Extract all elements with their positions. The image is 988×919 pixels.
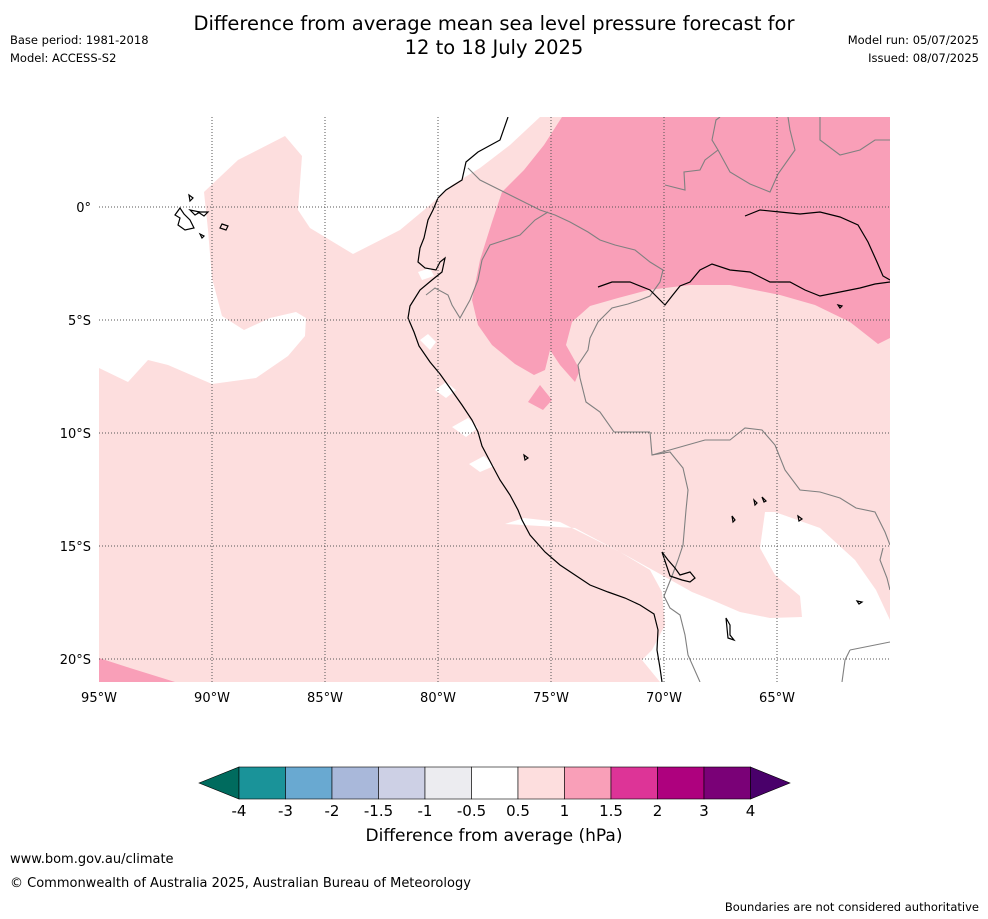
anomaly-band-near-zero-islet-3 xyxy=(452,418,478,437)
anomaly-band-near-zero-north xyxy=(99,117,540,384)
anomaly-band-near-zero-islet-4 xyxy=(469,456,494,472)
colorbar-tick: 1.5 xyxy=(599,802,623,820)
lat-label: 20°S xyxy=(60,653,91,668)
colorbar-segment xyxy=(657,766,705,800)
lon-label: 65°W xyxy=(759,691,795,706)
colorbar-tick: 1 xyxy=(560,802,570,820)
latitude-labels: 0° 5°S 10°S 15°S 20°S xyxy=(60,201,91,668)
coastlines xyxy=(174,117,890,682)
colorbar-tick: 4 xyxy=(746,802,756,820)
colorbar-tick: 0.5 xyxy=(506,802,530,820)
colorbar-tick: -2 xyxy=(325,802,340,820)
colorbar-extend-max xyxy=(750,766,791,800)
model-label: Model: ACCESS-S2 xyxy=(10,51,117,65)
colorbar-segment xyxy=(238,766,286,800)
lat-label: 15°S xyxy=(60,540,91,555)
colorbar-segment xyxy=(471,766,519,800)
lat-label: 0° xyxy=(76,201,91,216)
lon-label: 70°W xyxy=(646,691,682,706)
base-period-label: Base period: 1981-2018 xyxy=(10,33,149,47)
colorbar-extend-min xyxy=(198,766,240,800)
colorbar-segment xyxy=(703,766,751,800)
gridlines xyxy=(99,117,890,682)
colorbar-tick: -3 xyxy=(278,802,293,820)
lon-label: 85°W xyxy=(307,691,343,706)
colorbar-tick: -0.5 xyxy=(457,802,486,820)
lat-label: 10°S xyxy=(60,427,91,442)
colorbar-segment xyxy=(517,766,565,800)
footer-copyright: © Commonwealth of Australia 2025, Austra… xyxy=(10,876,471,891)
colorbar-tick: 3 xyxy=(699,802,709,820)
colorbar-segment xyxy=(424,766,472,800)
colorbar-segment xyxy=(285,766,333,800)
title-line-2: 12 to 18 July 2025 xyxy=(404,36,584,59)
anomaly-band-near-zero-islet-2 xyxy=(435,382,456,398)
issued-label: Issued: 08/07/2025 xyxy=(868,51,979,65)
lon-label: 75°W xyxy=(533,691,569,706)
anomaly-band-near-zero-islet-5 xyxy=(418,268,434,280)
lat-label: 5°S xyxy=(68,314,91,329)
colorbar: -4 -3 -2 -1.5 -1 -0.5 0.5 1 1.5 2 3 4 xyxy=(198,766,791,820)
meta-left: Base period: 1981-2018 Model: ACCESS-S2 xyxy=(10,31,149,67)
title-line-1: Difference from average mean sea level p… xyxy=(193,12,795,35)
lon-label: 95°W xyxy=(81,691,117,706)
colorbar-title: Difference from average (hPa) xyxy=(365,826,623,846)
map-title: Difference from average mean sea level p… xyxy=(0,12,988,60)
meta-right: Model run: 05/07/2025 Issued: 08/07/2025 xyxy=(848,31,979,67)
colorbar-tick-labels: -4 -3 -2 -1.5 -1 -0.5 0.5 1 1.5 2 3 4 xyxy=(232,802,756,820)
colorbar-segment xyxy=(564,766,612,800)
footer-url: www.bom.gov.au/climate xyxy=(10,852,174,867)
national-borders xyxy=(425,117,890,682)
colorbar-segment xyxy=(378,766,426,800)
map-panel: 95°W 90°W 85°W 80°W 75°W 70°W 65°W 0° 5°… xyxy=(60,117,890,706)
lon-label: 80°W xyxy=(420,691,456,706)
lon-label: 90°W xyxy=(194,691,230,706)
colorbar-tick: -4 xyxy=(232,802,247,820)
colorbar-tick: -1.5 xyxy=(364,802,393,820)
model-run-label: Model run: 05/07/2025 xyxy=(847,33,979,47)
colorbar-segment xyxy=(331,766,379,800)
anomaly-band-1-1.5-patch xyxy=(528,385,552,410)
anomaly-band-near-zero-islet-1 xyxy=(420,334,436,350)
anomaly-band-1-1.5-sw-corner xyxy=(99,658,175,682)
anomaly-band-1-1.5-north xyxy=(472,117,890,382)
footer-note: Boundaries are not considered authoritat… xyxy=(724,900,979,914)
colorbar-tick: -1 xyxy=(418,802,433,820)
anomaly-band-near-zero-south xyxy=(505,512,890,682)
colorbar-tick: 2 xyxy=(653,802,663,820)
colorbar-segment xyxy=(610,766,658,800)
longitude-labels: 95°W 90°W 85°W 80°W 75°W 70°W 65°W xyxy=(81,691,795,706)
